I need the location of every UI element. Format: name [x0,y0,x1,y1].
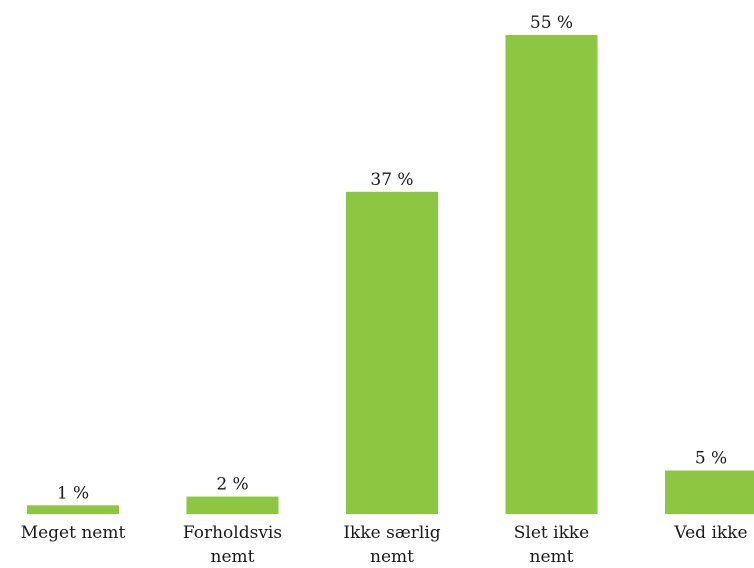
data-label-2: 37 % [370,170,413,190]
data-label-1: 2 % [216,475,248,495]
category-label-0: Meget nemt [21,523,126,543]
category-label-line: Ved ikke [673,523,747,543]
bar-1 [186,496,279,514]
bars-group [27,35,754,515]
data-label-0: 1 % [57,483,89,503]
category-label-line: Slet ikke [514,523,589,543]
category-label-line: nemt [370,547,414,567]
category-label-line: Ikke særlig [343,523,440,543]
category-label-4: Ved ikke [673,523,747,543]
category-label-line: nemt [530,547,574,567]
category-label-1: Forholdsvis nemt [183,523,282,567]
category-label-line: nemt [211,547,255,567]
category-label-2: Ikke særlig nemt [343,523,440,567]
category-label-3: Slet ikke nemt [514,523,589,567]
data-labels-group: 1 % 2 % 37 % 55 % 5 % [57,13,727,503]
bar-3 [505,35,598,514]
data-label-3: 55 % [530,13,573,33]
bar-0 [27,505,119,514]
category-labels-group: Meget nemt Forholdsvis nemt Ikke særlig nemt… [21,523,748,567]
bar-4 [665,470,754,514]
category-label-line: Meget nemt [21,523,126,543]
category-label-line: Forholdsvis [183,523,282,543]
bar-2 [346,191,438,515]
data-label-4: 5 % [695,449,727,469]
